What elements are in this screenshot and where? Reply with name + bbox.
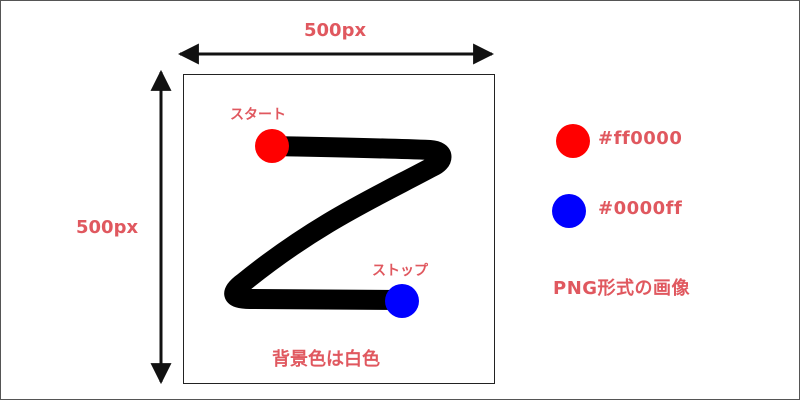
canvas-area [183, 74, 495, 384]
width-label: 500px [304, 20, 367, 41]
z-stroke-path [224, 136, 452, 310]
stop-point-dot [385, 284, 419, 318]
start-point-dot [255, 129, 289, 163]
background-note: 背景色は白色 [272, 349, 380, 370]
legend-blue-text: #0000ff [598, 198, 683, 219]
legend-red-swatch [556, 124, 590, 158]
format-note: PNG形式の画像 [553, 278, 691, 299]
legend-red-text: #ff0000 [598, 128, 683, 149]
height-label: 500px [76, 217, 139, 238]
start-label: スタート [230, 107, 286, 123]
legend-blue-swatch [552, 194, 586, 228]
stop-label: ストップ [372, 263, 428, 279]
